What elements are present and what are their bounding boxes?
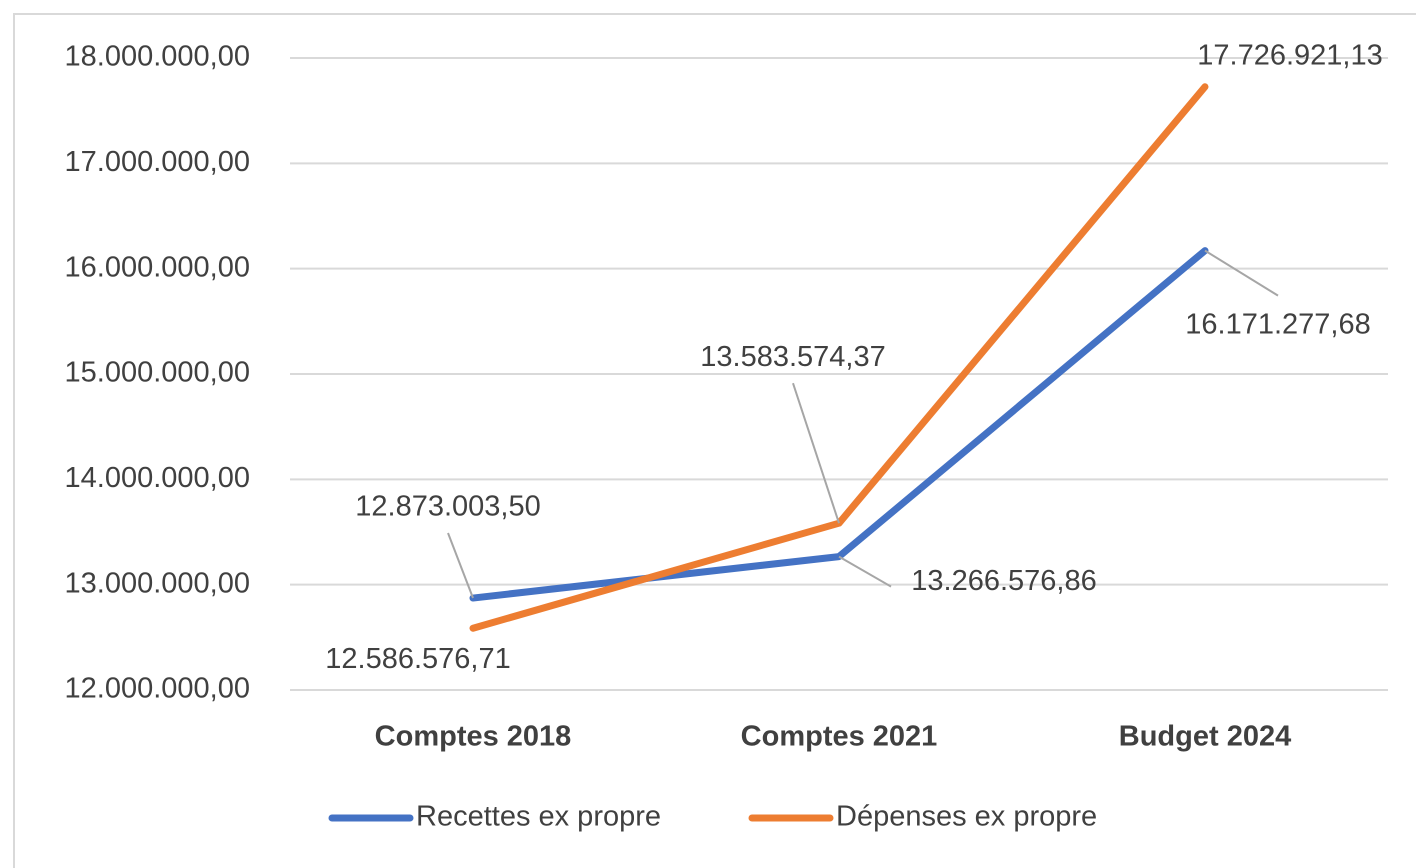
data-line (469, 247, 1209, 602)
data-label: 16.171.277,68 (1185, 308, 1370, 340)
leader-line (1204, 249, 1279, 297)
y-tick-label: 16.000.000,00 (65, 251, 250, 283)
legend-label: Recettes ex propre (416, 801, 661, 833)
data-label: 12.586.576,71 (325, 643, 510, 675)
legend-label: Dépenses ex propre (836, 801, 1097, 833)
data-label: 13.583.574,37 (700, 341, 885, 373)
leader-line (838, 555, 892, 588)
x-tick-label: Comptes 2018 (375, 721, 572, 753)
data-line (469, 83, 1209, 632)
y-tick-label: 17.000.000,00 (65, 146, 250, 178)
y-tick-label: 13.000.000,00 (65, 567, 250, 599)
y-tick-label: 18.000.000,00 (65, 41, 250, 73)
x-tick-label: Comptes 2021 (741, 721, 938, 753)
y-tick-label: 15.000.000,00 (65, 357, 250, 389)
chart-border (13, 13, 1416, 868)
data-label: 17.726.921,13 (1197, 39, 1382, 71)
x-tick-label: Budget 2024 (1119, 721, 1291, 753)
y-tick-label: 14.000.000,00 (65, 462, 250, 494)
data-label: 12.873.003,50 (355, 491, 540, 523)
leader-line (792, 382, 840, 524)
data-label: 13.266.576,86 (911, 565, 1096, 597)
y-tick-label: 12.000.000,00 (65, 673, 250, 705)
leader-line (447, 532, 474, 599)
